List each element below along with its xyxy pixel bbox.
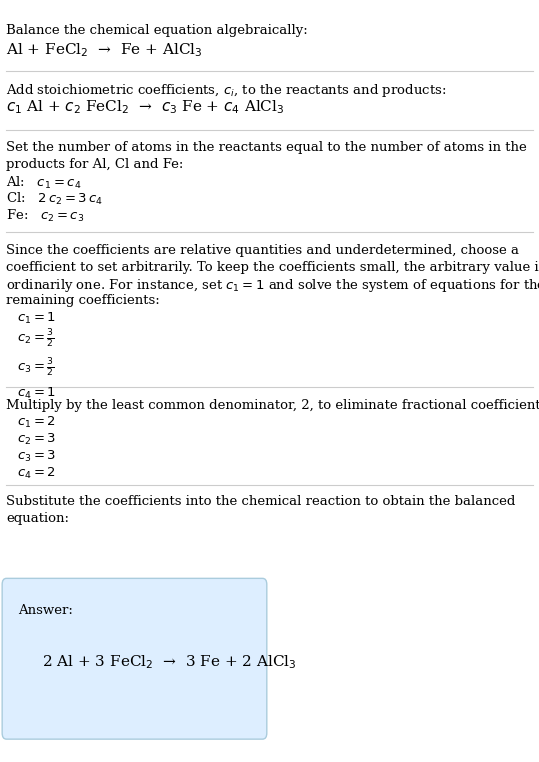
Text: Al + FeCl$_2$  →  Fe + AlCl$_3$: Al + FeCl$_2$ → Fe + AlCl$_3$ [6, 41, 203, 59]
Text: Multiply by the least common denominator, 2, to eliminate fractional coefficient: Multiply by the least common denominator… [6, 399, 539, 411]
Text: $c_1 = 2$: $c_1 = 2$ [17, 415, 56, 431]
Text: $c_1 = 1$: $c_1 = 1$ [17, 311, 56, 326]
Text: Add stoichiometric coefficients, $c_i$, to the reactants and products:: Add stoichiometric coefficients, $c_i$, … [6, 82, 447, 98]
Text: $c_4 = 1$: $c_4 = 1$ [17, 386, 56, 401]
Text: $c_2 = \frac{3}{2}$: $c_2 = \frac{3}{2}$ [17, 328, 55, 350]
Text: coefficient to set arbitrarily. To keep the coefficients small, the arbitrary va: coefficient to set arbitrarily. To keep … [6, 261, 539, 274]
Text: $c_2 = 3$: $c_2 = 3$ [17, 432, 57, 447]
Text: Answer:: Answer: [18, 604, 73, 616]
Text: remaining coefficients:: remaining coefficients: [6, 294, 160, 307]
Text: $c_3 = \frac{3}{2}$: $c_3 = \frac{3}{2}$ [17, 357, 55, 379]
Text: Since the coefficients are relative quantities and underdetermined, choose a: Since the coefficients are relative quan… [6, 244, 520, 257]
Text: $c_3 = 3$: $c_3 = 3$ [17, 449, 57, 464]
Text: Cl:   $2\,c_2 = 3\,c_4$: Cl: $2\,c_2 = 3\,c_4$ [6, 191, 103, 207]
Text: ordinarily one. For instance, set $c_1 = 1$ and solve the system of equations fo: ordinarily one. For instance, set $c_1 =… [6, 277, 539, 294]
Text: 2 Al + 3 FeCl$_2$  →  3 Fe + 2 AlCl$_3$: 2 Al + 3 FeCl$_2$ → 3 Fe + 2 AlCl$_3$ [42, 653, 296, 671]
Text: products for Al, Cl and Fe:: products for Al, Cl and Fe: [6, 158, 184, 171]
Text: $c_4 = 2$: $c_4 = 2$ [17, 466, 56, 481]
Text: Substitute the coefficients into the chemical reaction to obtain the balanced: Substitute the coefficients into the che… [6, 495, 516, 508]
FancyBboxPatch shape [2, 578, 267, 739]
Text: Fe:   $c_2 = c_3$: Fe: $c_2 = c_3$ [6, 208, 85, 224]
Text: Set the number of atoms in the reactants equal to the number of atoms in the: Set the number of atoms in the reactants… [6, 141, 527, 154]
Text: equation:: equation: [6, 512, 70, 525]
Text: Balance the chemical equation algebraically:: Balance the chemical equation algebraica… [6, 24, 308, 37]
Text: Al:   $c_1 = c_4$: Al: $c_1 = c_4$ [6, 174, 82, 190]
Text: $c_1$ Al + $c_2$ FeCl$_2$  →  $c_3$ Fe + $c_4$ AlCl$_3$: $c_1$ Al + $c_2$ FeCl$_2$ → $c_3$ Fe + $… [6, 98, 285, 116]
